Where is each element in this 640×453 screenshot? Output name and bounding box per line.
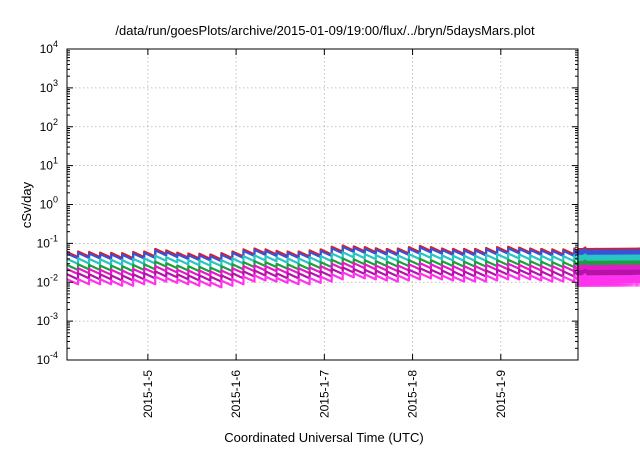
series-line-4 [66,261,640,278]
y-tick-label: 10-3 [37,311,58,328]
x-axis: 2015-1-5 2015-1-6 2015-1-7 2015-1-8 2015-1-9 [141,49,508,418]
x-tick-label: 2015-1-8 [406,370,420,418]
x-tick-label: 2015-1-9 [494,370,508,418]
y-tick-label: 101 [40,156,58,173]
x-tick-label: 2015-1-5 [141,370,155,418]
series-line-2 [66,251,640,268]
y-tick-label: 103 [40,78,58,95]
y-tick-label: 102 [40,117,58,134]
y-tick-label: 10-4 [37,350,58,367]
grid [67,49,578,360]
chart-title: /data/run/goesPlots/archive/2015-01-09/1… [115,23,535,38]
y-tick-label: 10-2 [37,272,58,289]
series-line-3 [66,257,640,274]
series-line-5 [66,266,640,283]
x-tick-label: 2015-1-6 [229,370,243,418]
y-axis-label: cSv/day [19,181,34,228]
series-line-6 [66,271,640,289]
x-axis-label: Coordinated Universal Time (UTC) [224,430,423,445]
series-layer [66,244,640,289]
y-tick-label: 100 [40,195,58,212]
y-tick-label: 10-1 [37,233,58,250]
x-tick-label: 2015-1-7 [317,370,331,418]
series-line-1 [66,245,640,263]
y-tick-label: 104 [40,39,58,56]
